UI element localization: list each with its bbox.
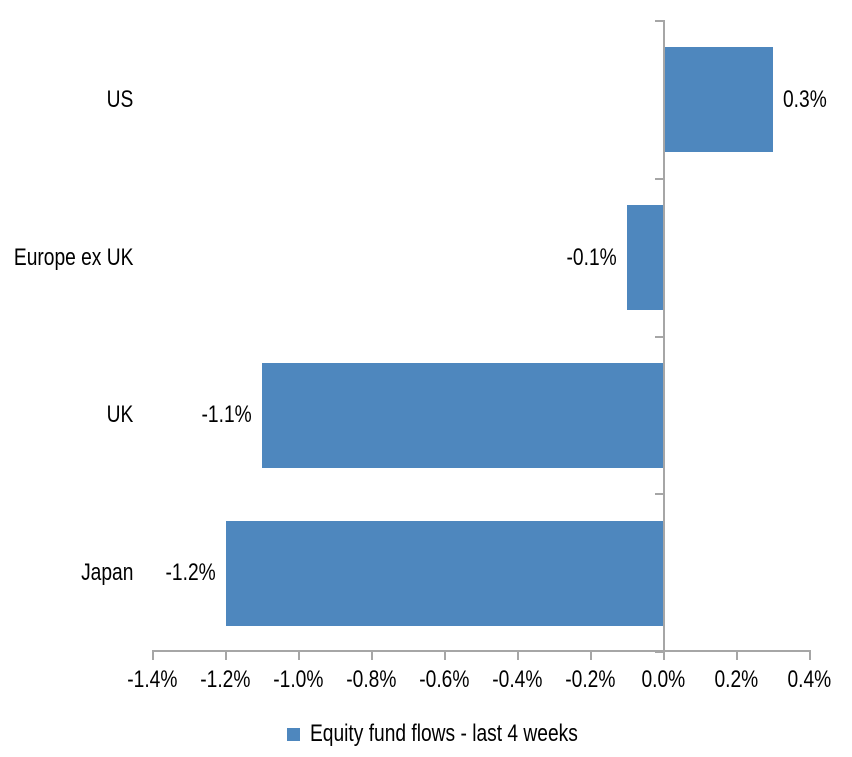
- value-label-us: 0.3%: [783, 85, 827, 113]
- category-label-us: US: [106, 85, 133, 113]
- x-axis-tick-mark: [589, 650, 592, 660]
- y-axis-tick-mark: [654, 177, 664, 180]
- x-tick-label: -0.2%: [565, 666, 616, 693]
- category-label-uk: UK: [106, 401, 133, 429]
- bar-uk: [262, 362, 664, 468]
- bar-us: [663, 47, 773, 153]
- y-axis-tick-mark: [654, 335, 664, 338]
- value-label-japan: -1.2%: [165, 559, 216, 587]
- x-axis-tick-mark: [443, 650, 446, 660]
- x-axis-line: [152, 650, 810, 652]
- x-tick-label: -1.2%: [200, 666, 251, 693]
- x-axis-tick-mark: [151, 650, 154, 660]
- x-tick-label: 0.2%: [714, 666, 759, 693]
- category-label-japan: Japan: [80, 559, 133, 587]
- legend-color-swatch-icon: [287, 728, 300, 741]
- y-axis-tick-mark: [654, 651, 664, 653]
- x-tick-label: -0.8%: [346, 666, 397, 693]
- x-axis-tick-mark: [297, 650, 300, 660]
- x-tick-label: -0.4%: [492, 666, 543, 693]
- x-axis-tick-mark: [370, 650, 373, 660]
- x-axis-tick-mark: [735, 650, 738, 660]
- x-axis-tick-mark: [662, 650, 665, 660]
- legend-label: Equity fund flows - last 4 weeks: [310, 720, 578, 747]
- y-axis-line: [662, 20, 665, 652]
- x-tick-label: -0.6%: [419, 666, 470, 693]
- x-tick-label: -1.0%: [273, 666, 324, 693]
- x-tick-label: 0.0%: [641, 666, 686, 693]
- y-axis-tick-mark: [654, 20, 664, 22]
- x-axis-tick-mark: [808, 650, 811, 660]
- y-axis-tick-mark: [654, 493, 664, 496]
- bar-japan: [225, 520, 664, 626]
- x-axis-tick-mark: [224, 650, 227, 660]
- bar-europe-ex-uk: [627, 205, 664, 311]
- value-label-europe-ex-uk: -0.1%: [566, 243, 617, 271]
- x-axis-tick-mark: [516, 650, 519, 660]
- x-tick-label: 0.4%: [787, 666, 832, 693]
- category-label-europe-ex-uk: Europe ex UK: [13, 243, 133, 271]
- x-tick-label: -1.4%: [127, 666, 178, 693]
- value-label-uk: -1.1%: [201, 401, 252, 429]
